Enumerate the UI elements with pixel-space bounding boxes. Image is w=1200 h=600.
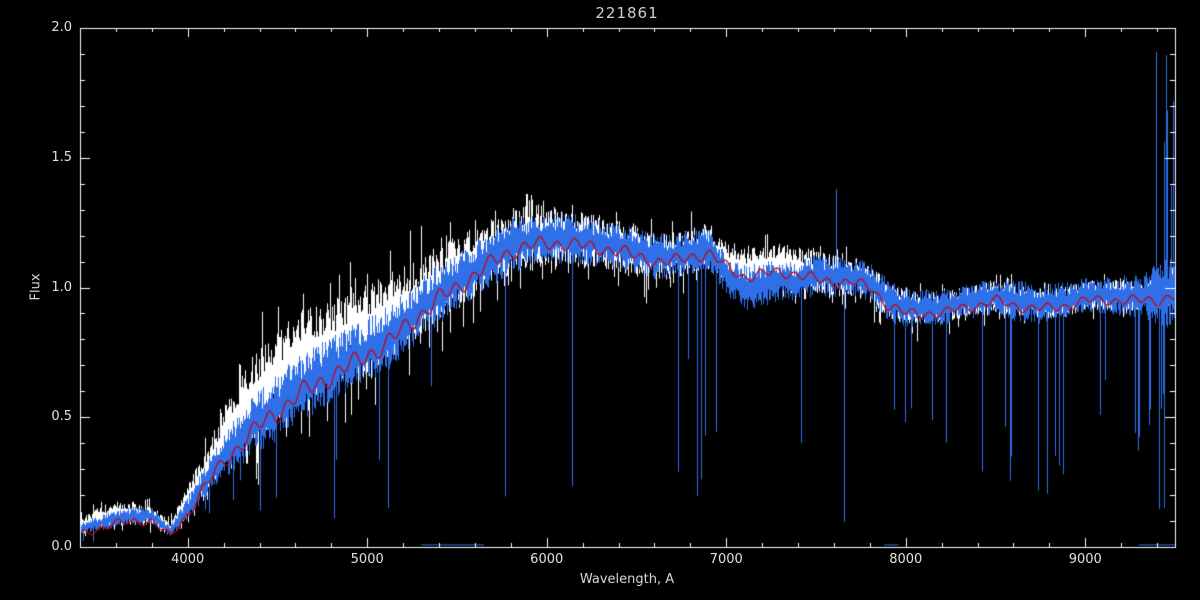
- y-tick-label: 2.0: [51, 20, 72, 35]
- y-tick-label: 1.0: [51, 279, 72, 295]
- x-axis-label: Wavelength, A: [579, 572, 675, 587]
- x-tick-label: 4000: [171, 552, 205, 567]
- x-tick-label: 8000: [889, 552, 923, 567]
- y-tick-label: 1.5: [51, 149, 72, 165]
- x-tick-label: 5000: [350, 552, 384, 567]
- y-tick-label: 0.0: [51, 539, 72, 554]
- plot-title: 221861: [595, 4, 659, 22]
- x-tick-label: 9000: [1068, 552, 1102, 567]
- x-tick-label: 6000: [530, 552, 564, 567]
- y-tick-label: 0.5: [51, 409, 72, 425]
- x-tick-label: 7000: [709, 552, 743, 567]
